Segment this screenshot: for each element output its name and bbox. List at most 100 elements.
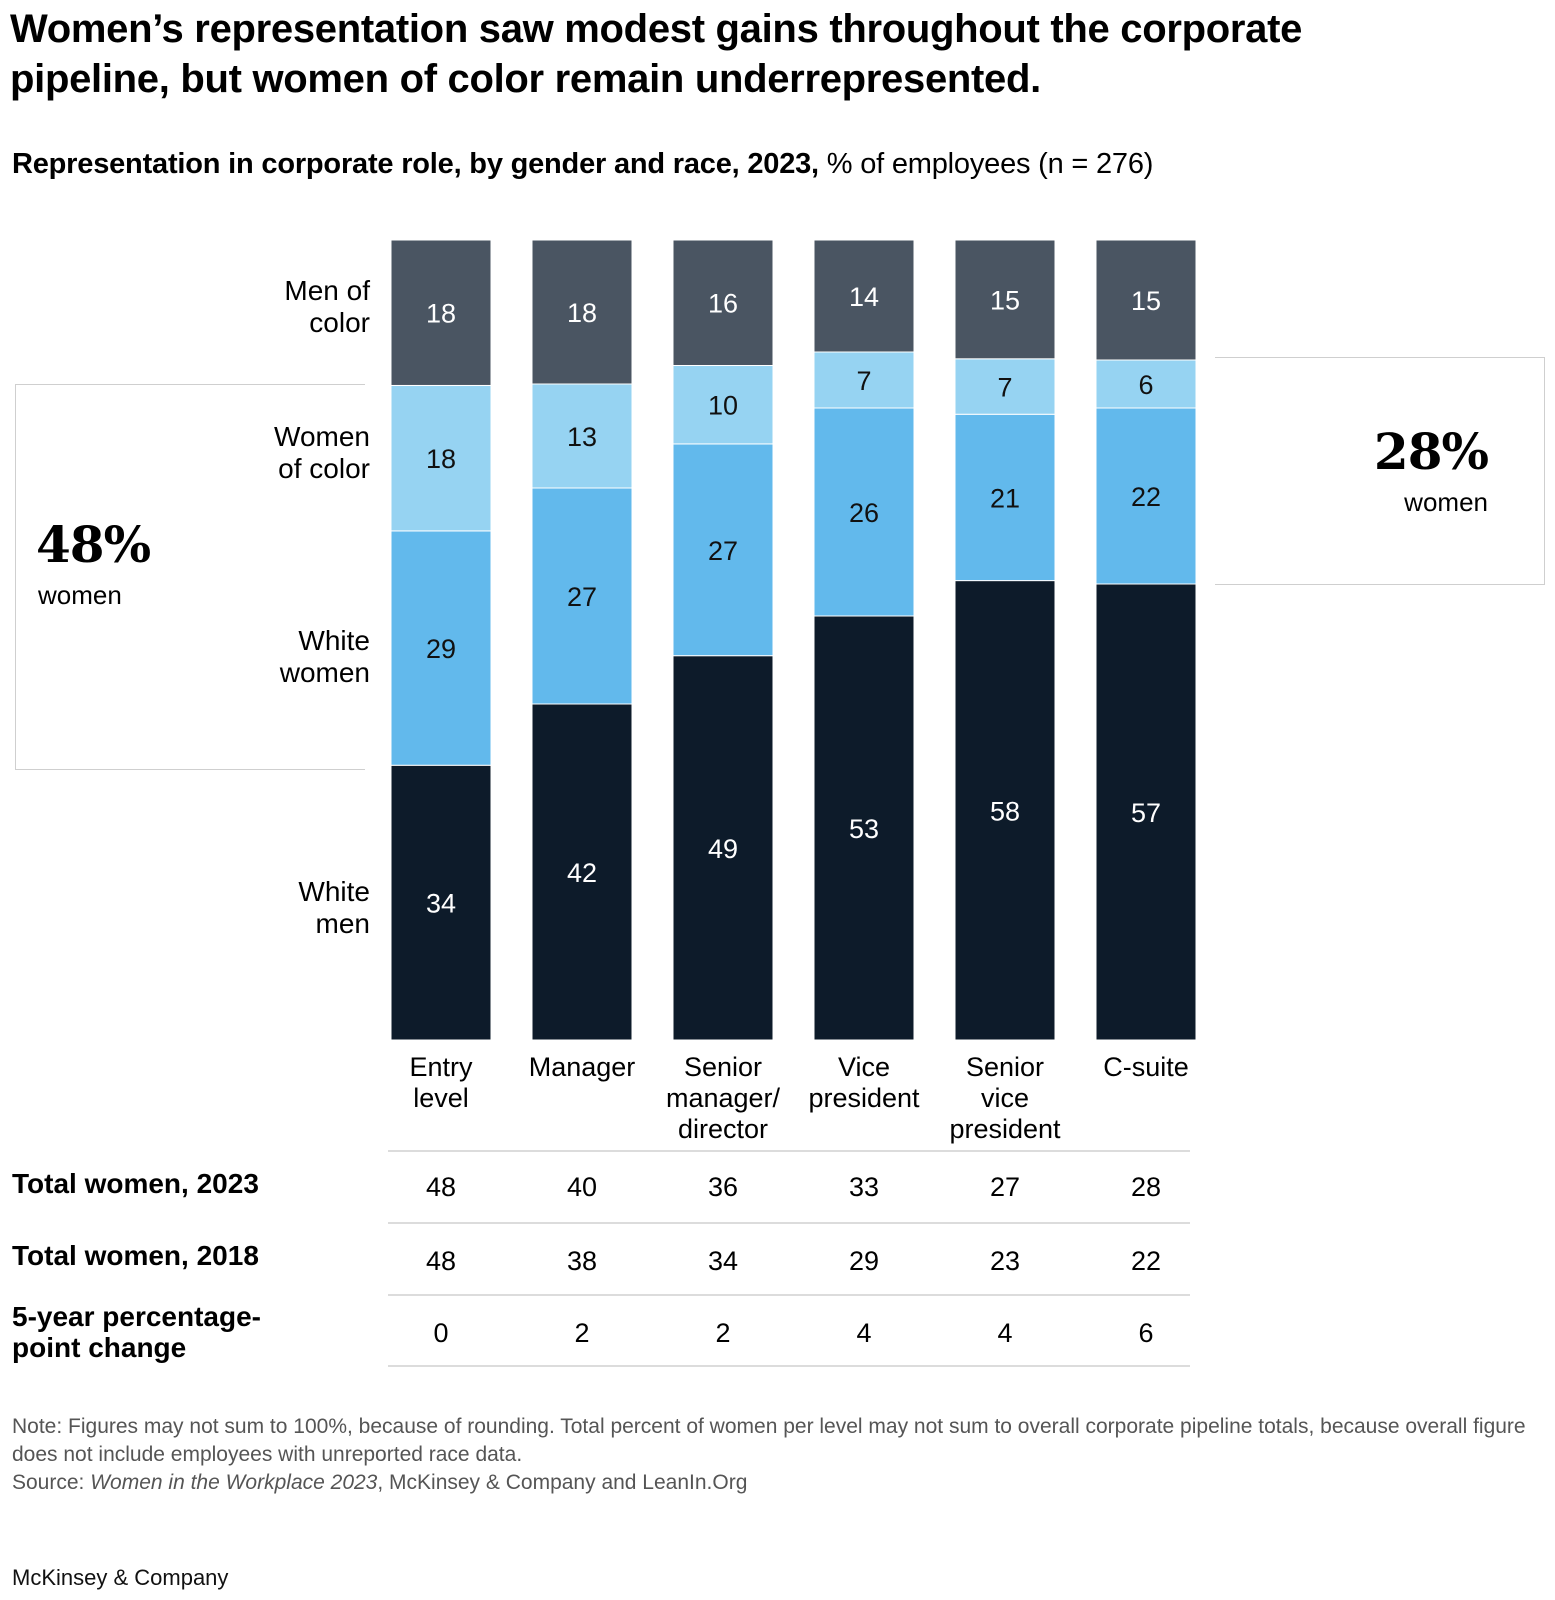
table-cell: 28 — [1130, 1172, 1162, 1202]
chart-title: Women’s representation saw modest gains … — [10, 7, 1303, 101]
overall-women-callout-csuite — [1215, 357, 1545, 585]
bar-segment-white-men — [531, 703, 633, 1041]
bar-segment-women-of-color — [531, 383, 633, 489]
note-text: Note: Figures may not sum to 100%, becau… — [12, 1415, 1526, 1466]
x-tick-line: Manager — [528, 1052, 636, 1082]
csuite-women-label: women — [1404, 487, 1488, 517]
table-cell: 4 — [856, 1318, 872, 1348]
data-label: 27 — [708, 536, 738, 566]
row-label-line: point change — [12, 1332, 187, 1363]
data-label: 18 — [426, 444, 456, 474]
bar-segment-men-of-color — [531, 239, 633, 385]
data-label: 6 — [1138, 370, 1153, 400]
data-label: 22 — [1131, 482, 1161, 512]
data-label: 18 — [426, 299, 456, 329]
data-label: 57 — [1131, 798, 1161, 828]
bar-segment-white-men — [390, 764, 492, 1041]
table-cell: 40 — [566, 1172, 598, 1202]
bar-segment-women-of-color — [672, 364, 774, 445]
x-tick-line: president — [949, 1114, 1061, 1144]
stacked-bar-chart: 34 29 18 18 42 27 13 18 49 27 10 16 53 26 7 14 58 21 7 15 57… — [390, 239, 1197, 1041]
bar-segment-women-of-color — [813, 351, 915, 409]
x-tick-label: Senior vice president — [935, 1052, 1075, 1145]
bar-segment-white-women — [531, 487, 633, 705]
data-label: 53 — [849, 814, 879, 844]
row-label-total-2023: Total women, 2023 — [12, 1168, 259, 1199]
row-label-total-2018: Total women, 2018 — [12, 1240, 259, 1271]
data-label: 14 — [849, 282, 879, 312]
legend-line: color — [309, 307, 370, 338]
bar-segment-white-women — [1095, 407, 1197, 585]
data-label: 10 — [708, 391, 738, 421]
table-cell: 33 — [848, 1172, 880, 1202]
legend-line: White — [298, 876, 370, 907]
table-rule — [388, 1150, 1190, 1152]
data-label: 15 — [990, 285, 1020, 315]
table-rule — [388, 1294, 1190, 1296]
overall-women-callout-entry — [15, 384, 365, 770]
data-label: 27 — [567, 582, 597, 612]
bar-segment-men-of-color — [813, 239, 915, 353]
x-tick-line: C-suite — [1103, 1052, 1189, 1082]
bar-segment-white-women — [672, 443, 774, 657]
table-cell: 34 — [707, 1246, 739, 1276]
legend-line: men — [315, 908, 370, 939]
legend-line: Women — [274, 421, 370, 452]
table-cell: 2 — [574, 1318, 590, 1348]
legend-white-women: White women — [280, 625, 370, 689]
legend-line: of color — [278, 453, 370, 484]
x-tick-line: president — [808, 1083, 920, 1113]
data-label: 21 — [990, 483, 1020, 513]
x-tick-line: Senior — [683, 1052, 763, 1082]
x-tick-label: C-suite — [1076, 1052, 1216, 1083]
chart-subtitle: Representation in corporate role, by gen… — [12, 146, 1153, 182]
data-label: 29 — [426, 634, 456, 664]
table-cell: 48 — [425, 1172, 457, 1202]
table-cell: 23 — [989, 1246, 1021, 1276]
bar-segment-women-of-color — [954, 358, 1056, 415]
table-cell: 22 — [1130, 1246, 1162, 1276]
x-tick-line: vice — [980, 1083, 1029, 1113]
x-tick-line: Senior — [965, 1052, 1045, 1082]
table-cell: 38 — [566, 1246, 598, 1276]
bar-segment-men-of-color — [672, 239, 774, 366]
data-label: 42 — [567, 858, 597, 888]
legend-line: women — [279, 657, 370, 688]
legend-line: White — [298, 625, 370, 656]
x-tick-line: manager/ — [665, 1083, 781, 1113]
data-label: 16 — [708, 289, 738, 319]
csuite-women-percent: 28% — [1373, 422, 1489, 481]
table-cell: 4 — [997, 1318, 1013, 1348]
table-rule — [388, 1222, 1190, 1224]
data-label: 7 — [997, 373, 1012, 403]
legend-men-of-color: Men of color — [284, 275, 370, 339]
data-label: 49 — [708, 834, 738, 864]
data-label: 15 — [1131, 286, 1161, 316]
table-cell: 29 — [848, 1246, 880, 1276]
x-tick-line: level — [413, 1083, 469, 1113]
bar-segment-women-of-color — [390, 384, 492, 532]
source-prefix: Source: — [12, 1471, 91, 1494]
bar-segment-men-of-color — [954, 239, 1056, 360]
row-label-5yr-change: 5-year percentage- point change — [12, 1301, 261, 1363]
data-label: 18 — [567, 298, 597, 328]
table-cell: 48 — [425, 1246, 457, 1276]
bar-segment-white-women — [954, 413, 1056, 582]
x-tick-line: Entry — [409, 1052, 473, 1082]
x-tick-label: Manager — [512, 1052, 652, 1083]
x-tick-line: director — [677, 1114, 769, 1144]
legend-women-of-color: Women of color — [274, 421, 370, 485]
bar-segment-women-of-color — [1095, 359, 1197, 409]
subtitle-bold: Representation in corporate role, by gen… — [12, 148, 819, 180]
table-rule — [388, 1365, 1190, 1367]
table-cell: 27 — [989, 1172, 1021, 1202]
bar-segment-white-men — [1095, 583, 1197, 1041]
legend-white-men: White men — [298, 876, 370, 940]
bar-segment-white-women — [813, 407, 915, 617]
bar-segment-white-women — [390, 530, 492, 766]
brand-logo-text: McKinsey & Company — [12, 1565, 229, 1590]
data-label: 7 — [856, 366, 871, 396]
legend-line: Men of — [284, 275, 370, 306]
source-title: Women in the Workplace 2023 — [90, 1471, 378, 1494]
row-label-line: 5-year percentage- — [12, 1301, 262, 1332]
